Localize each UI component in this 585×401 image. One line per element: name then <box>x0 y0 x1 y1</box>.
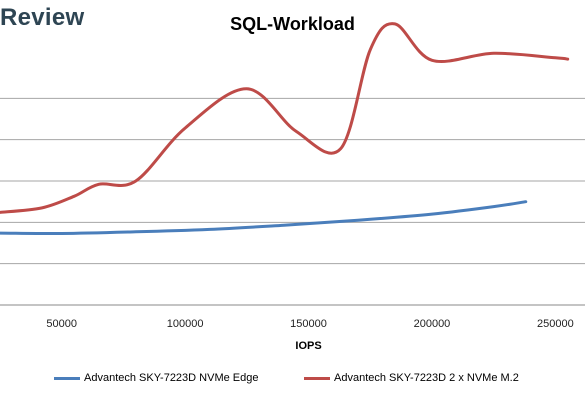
series-lines <box>0 22 570 236</box>
legend-item-nvme-edge: Advantech SKY-7223D NVMe Edge <box>54 372 258 384</box>
x-tick-label: 50000 <box>46 318 77 330</box>
legend: Advantech SKY-7223D NVMe Edge Advantech … <box>0 372 585 388</box>
gridlines <box>0 97 585 265</box>
legend-label-nvme-m2: Advantech SKY-7223D 2 x NVMe M.2 <box>334 372 519 384</box>
series-line-0 <box>0 200 528 236</box>
legend-item-nvme-m2: Advantech SKY-7223D 2 x NVMe M.2 <box>304 372 519 384</box>
x-axis-title: IOPS <box>295 340 321 352</box>
x-tick-label: 100000 <box>167 318 204 330</box>
x-tick-label: 250000 <box>537 318 574 330</box>
brand-logo-text: Review <box>0 4 85 31</box>
x-tick-label: 150000 <box>290 318 327 330</box>
legend-swatch-nvme-m2 <box>304 376 330 380</box>
legend-label-nvme-edge: Advantech SKY-7223D NVMe Edge <box>84 372 259 384</box>
chart-title: SQL-Workload <box>230 14 355 34</box>
series-line-1 <box>0 22 570 214</box>
x-tick-labels: 50000 100000 150000 200000 250000 <box>46 318 573 330</box>
legend-swatch-nvme-edge <box>54 376 80 380</box>
x-tick-label: 200000 <box>414 318 451 330</box>
